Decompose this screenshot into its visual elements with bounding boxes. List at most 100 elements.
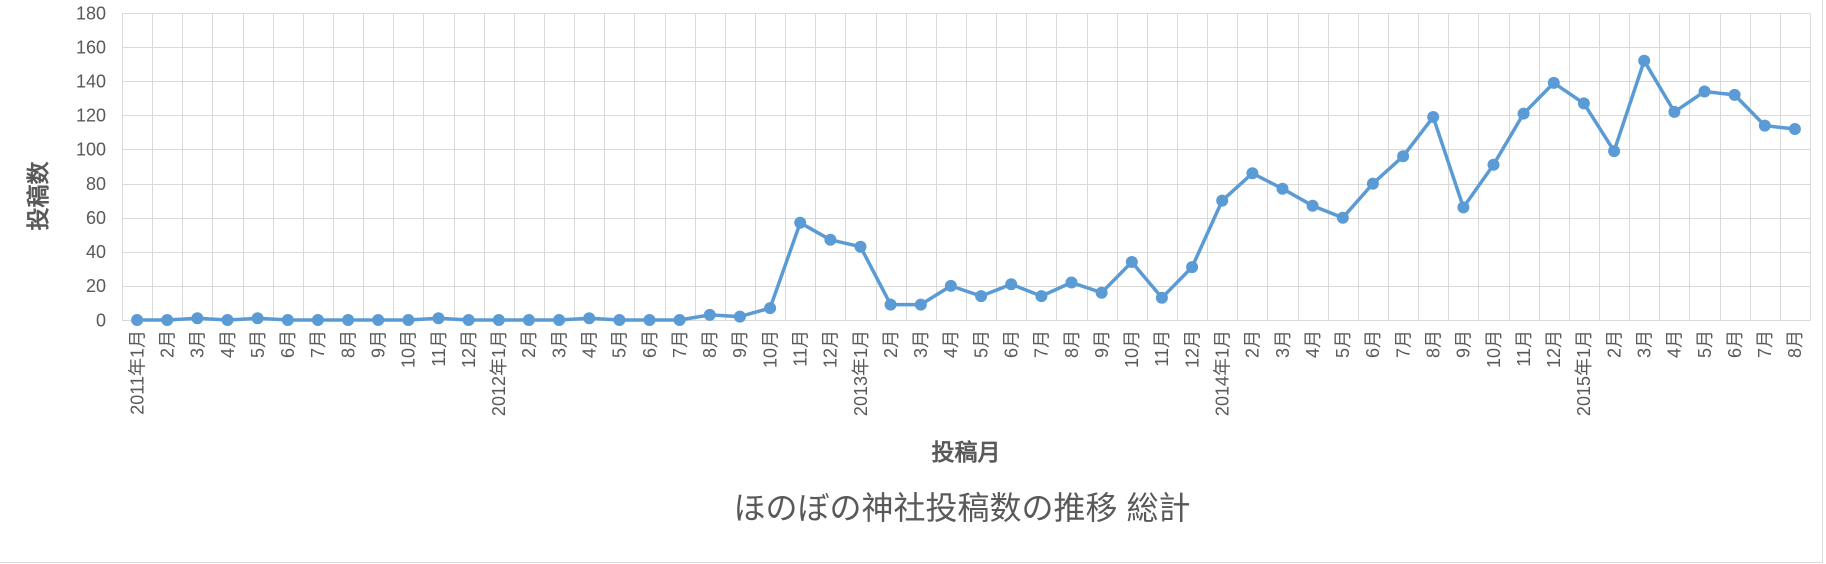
x-tick-label: 4月 (1303, 330, 1323, 358)
data-point (251, 312, 264, 325)
data-point (1276, 182, 1289, 195)
data-point (1216, 194, 1229, 207)
data-point (703, 308, 716, 321)
x-tick-label: 10月 (399, 330, 419, 368)
y-tick-label: 80 (86, 174, 106, 194)
data-point (1427, 111, 1440, 123)
x-tick-label: 10月 (1484, 330, 1504, 368)
x-tick-label: 12月 (821, 330, 841, 368)
data-point (1005, 278, 1018, 291)
data-point (1698, 85, 1711, 98)
x-tick-label: 7月 (1393, 330, 1413, 358)
x-tick-label: 5月 (971, 330, 991, 358)
data-point (764, 302, 777, 315)
x-tick-label: 8月 (700, 330, 720, 358)
data-point (914, 298, 927, 311)
x-tick-label: 9月 (730, 330, 750, 358)
x-tick-label: 2月 (1604, 330, 1624, 358)
x-tick-label: 4月 (218, 330, 238, 358)
x-tick-label: 11月 (429, 330, 449, 367)
data-point (733, 310, 746, 323)
data-point (613, 314, 626, 326)
y-tick-label: 120 (76, 106, 106, 126)
x-tick-label: 6月 (1725, 330, 1745, 358)
x-tick-label: 6月 (1002, 330, 1022, 358)
data-point (643, 314, 656, 326)
data-point (1125, 256, 1138, 268)
x-tick-label: 2014年1月 (1213, 330, 1233, 416)
x-tick-label: 7月 (1032, 330, 1052, 358)
data-point (221, 314, 234, 326)
y-axis-title: 投稿数 (25, 161, 51, 231)
data-point (342, 314, 355, 326)
x-tick-label: 7月 (1755, 330, 1775, 358)
x-tick-label: 8月 (338, 330, 358, 358)
x-tick-label: 3月 (549, 330, 569, 358)
data-point (1457, 201, 1470, 214)
series-group (131, 54, 1801, 326)
x-tick-label: 7月 (308, 330, 328, 358)
data-point (281, 314, 294, 326)
chart-title: ほのぼの神社投稿数の推移 総計 (734, 490, 1191, 526)
data-point (1608, 145, 1621, 158)
y-tick-label: 160 (76, 37, 106, 57)
x-axis-title: 投稿月 (932, 439, 1001, 465)
data-point (1547, 76, 1560, 89)
x-tick-label: 7月 (670, 330, 690, 358)
x-tick-label: 3月 (1635, 330, 1655, 358)
x-tick-label: 3月 (911, 330, 931, 358)
data-point (854, 240, 867, 253)
y-tick-label: 140 (76, 72, 106, 92)
data-point (1788, 123, 1801, 135)
x-tick-label: 2月 (881, 330, 901, 358)
data-point (492, 314, 505, 326)
data-point (161, 314, 174, 326)
data-point (944, 279, 957, 292)
x-tick-label: 5月 (610, 330, 630, 358)
x-tick-label: 10月 (760, 330, 780, 368)
gridlines (122, 13, 1811, 321)
data-point (1065, 276, 1078, 289)
x-tick-label: 9月 (1454, 330, 1474, 358)
data-point (583, 312, 596, 325)
data-point (553, 314, 566, 326)
y-tick-labels: 0 20 40 60 80 100 120 140 160 180 (76, 3, 106, 330)
x-tick-label: 10月 (1122, 330, 1142, 368)
x-tick-label: 3月 (188, 330, 208, 358)
x-tick-label: 4月 (580, 330, 600, 358)
x-tick-label: 3月 (1273, 330, 1293, 358)
data-point (191, 312, 204, 325)
data-point (1517, 107, 1530, 120)
x-tick-label: 2015年1月 (1574, 330, 1594, 416)
x-tick-labels: 2011年1月 2月 3月 4月 5月 6月 7月 8月 9月 10月 11月 12月 2012年1月 2… (127, 330, 1805, 416)
x-tick-label: 9月 (1092, 330, 1112, 358)
y-tick-label: 20 (86, 276, 106, 296)
data-point (1366, 177, 1379, 190)
data-point (1758, 119, 1771, 132)
x-tick-label: 4月 (941, 330, 961, 358)
data-point (1336, 211, 1349, 224)
x-tick-label: 5月 (1695, 330, 1715, 358)
x-tick-label: 2月 (158, 330, 178, 358)
data-point (522, 314, 535, 326)
y-tick-label: 180 (76, 3, 106, 23)
x-tick-label: 2011年1月 (127, 330, 147, 415)
x-tick-label: 11月 (791, 330, 811, 367)
data-point (1246, 167, 1259, 180)
data-point (432, 312, 445, 325)
x-tick-label: 12月 (1544, 330, 1564, 368)
x-tick-label: 5月 (1333, 330, 1353, 358)
x-tick-label: 8月 (1424, 330, 1444, 358)
data-point (131, 314, 144, 326)
x-tick-label: 12月 (459, 330, 479, 368)
x-tick-label: 2月 (1243, 330, 1263, 358)
x-tick-label: 2月 (519, 330, 539, 358)
data-point (1397, 150, 1410, 163)
data-point (794, 216, 807, 229)
x-tick-label: 6月 (640, 330, 660, 358)
data-point (462, 314, 475, 326)
x-tick-label: 11月 (1152, 330, 1172, 367)
y-tick-label: 60 (86, 208, 106, 228)
x-tick-label: 6月 (278, 330, 298, 358)
